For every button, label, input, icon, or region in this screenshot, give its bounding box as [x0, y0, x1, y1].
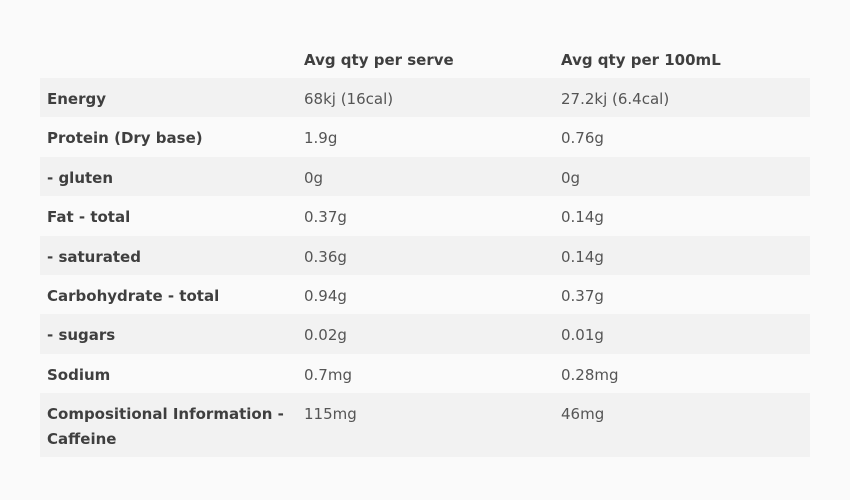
table-row-energy: Energy 68kj (16cal) 27.2kj (6.4cal): [40, 78, 810, 118]
table-row-sugars: - sugars 0.02g 0.01g: [40, 314, 810, 354]
row-per-100ml-value: 0.76g: [561, 129, 604, 148]
row-per-serve-value: 68kj (16cal): [304, 90, 394, 108]
nutrition-table: Avg qty per serve Avg qty per 100mL Ener…: [40, 39, 810, 458]
row-per-100ml-value: 0.14g: [561, 208, 604, 227]
row-per-serve-value: 0g: [304, 168, 324, 187]
header-per-100ml: Avg qty per 100mL: [561, 51, 721, 69]
row-per-100ml-value: 0g: [561, 168, 581, 187]
row-per-100ml-value: 46mg: [561, 405, 605, 424]
table-row-sodium: Sodium 0.7mg 0.28mg: [40, 354, 810, 393]
row-per-serve-value: 0.37g: [304, 208, 347, 227]
row-per-serve-value: 0.94g: [304, 286, 347, 305]
row-per-100ml-value: 0.37g: [561, 286, 604, 305]
table-header-row: Avg qty per serve Avg qty per 100mL: [40, 39, 810, 78]
row-label: Energy: [47, 90, 107, 108]
row-label: Carbohydrate - total: [47, 286, 220, 305]
table-row-fat-total: Fat - total 0.37g 0.14g: [40, 196, 810, 235]
header-per-serve: Avg qty per serve: [304, 51, 454, 69]
row-label: Compositional Information - Caffeine: [47, 405, 284, 449]
row-label: - gluten: [47, 168, 114, 187]
table-row-caffeine: Compositional Information - Caffeine 115…: [40, 393, 810, 458]
row-per-serve-value: 1.9g: [304, 129, 338, 148]
row-per-100ml-value: 0.01g: [561, 326, 604, 345]
row-label: - saturated: [47, 247, 141, 266]
row-per-100ml-value: 27.2kj (6.4cal): [561, 90, 670, 108]
row-per-serve-value: 0.7mg: [304, 365, 352, 384]
row-per-serve-value: 0.36g: [304, 247, 347, 266]
row-per-serve-value: 115mg: [304, 405, 357, 424]
row-per-100ml-value: 0.28mg: [561, 365, 619, 384]
table-row-protein: Protein (Dry base) 1.9g 0.76g: [40, 117, 810, 156]
row-label: Protein (Dry base): [47, 129, 203, 148]
row-per-100ml-value: 0.14g: [561, 247, 604, 266]
table-row-carbohydrate-total: Carbohydrate - total 0.94g 0.37g: [40, 275, 810, 314]
row-per-serve-value: 0.02g: [304, 326, 347, 345]
table-row-saturated: - saturated 0.36g 0.14g: [40, 235, 810, 275]
table-row-gluten: - gluten 0g 0g: [40, 156, 810, 197]
row-label: Sodium: [47, 365, 111, 384]
row-label: Fat - total: [47, 208, 131, 227]
row-label: - sugars: [47, 326, 116, 345]
